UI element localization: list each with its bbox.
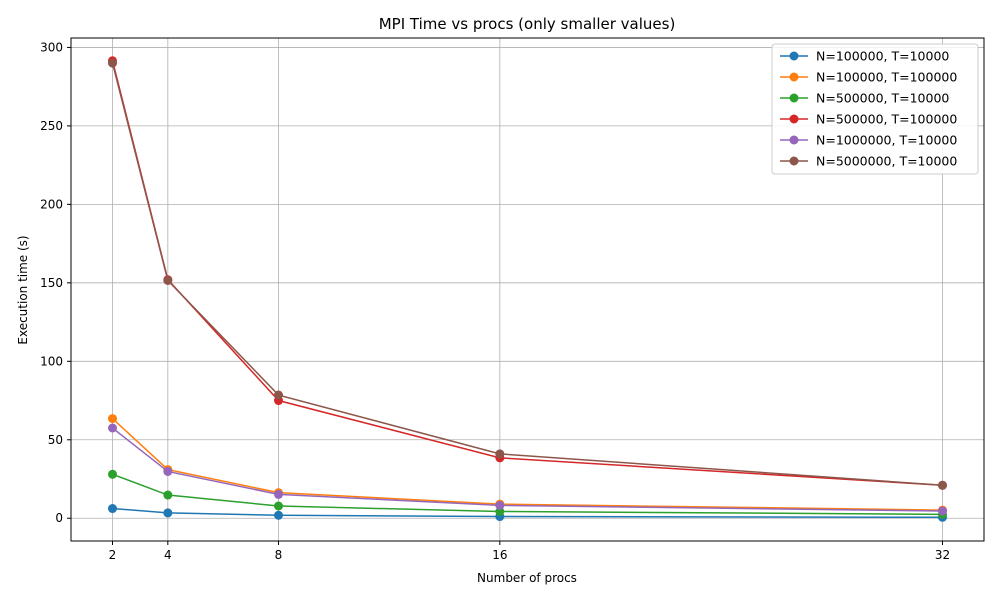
- series-line: [112, 427, 943, 512]
- y-tick-label: 200: [40, 197, 63, 211]
- x-axis-label: Number of procs: [477, 571, 577, 585]
- legend-swatch-marker: [789, 135, 799, 145]
- y-tick-label: 250: [40, 119, 63, 133]
- y-tick-label: 300: [40, 40, 63, 54]
- y-tick-label: 50: [48, 433, 63, 447]
- plot-frame: [70, 37, 985, 542]
- x-tick-label: 16: [492, 548, 507, 562]
- chart-title: MPI Time vs procs (only smaller values): [379, 15, 676, 33]
- y-tick-label: 0: [55, 511, 63, 525]
- y-axis-label: Execution time (s): [16, 235, 30, 344]
- legend-label: N=100000, T=10000: [816, 49, 949, 64]
- legend-swatch-marker: [789, 51, 799, 61]
- series-6: [108, 58, 947, 490]
- legend-swatch-marker: [789, 156, 799, 166]
- data-point: [274, 501, 283, 511]
- legend-label: N=500000, T=100000: [816, 112, 957, 127]
- data-point: [108, 414, 117, 424]
- data-point: [108, 423, 117, 433]
- data-point: [938, 506, 947, 516]
- x-tick-label: 32: [935, 548, 950, 562]
- legend-label: N=5000000, T=10000: [816, 154, 957, 169]
- legend-swatch-marker: [789, 114, 799, 124]
- data-point: [938, 480, 947, 490]
- x-tick-label: 8: [275, 548, 283, 562]
- data-point: [274, 390, 283, 400]
- series-5: [108, 423, 947, 516]
- data-point: [163, 275, 173, 285]
- data-point: [274, 489, 283, 499]
- legend: N=100000, T=10000 N=100000, T=100000 N=500…: [771, 43, 979, 175]
- y-tick-label: 150: [40, 276, 63, 290]
- data-point: [495, 500, 505, 510]
- grid-lines: [71, 38, 984, 541]
- data-point: [163, 508, 173, 518]
- series-2: [108, 414, 947, 515]
- x-axis-ticks: 2 4 8 16 32: [109, 541, 950, 562]
- data-point: [495, 449, 505, 459]
- legend-label: N=1000000, T=10000: [816, 133, 957, 148]
- legend-item: N=500000, T=10000: [780, 91, 949, 106]
- legend-swatch-marker: [789, 72, 799, 82]
- legend-box: [771, 43, 979, 175]
- y-tick-label: 100: [40, 354, 63, 368]
- series-layer: [108, 56, 947, 522]
- data-point: [108, 504, 117, 514]
- legend-item: N=5000000, T=10000: [780, 154, 957, 169]
- legend-item: N=1000000, T=10000: [780, 133, 957, 148]
- legend-item: N=500000, T=100000: [780, 112, 957, 127]
- data-point: [274, 510, 283, 520]
- series-line: [111, 418, 943, 511]
- data-point: [108, 58, 117, 68]
- legend-swatch-marker: [789, 93, 799, 103]
- data-point: [163, 490, 173, 500]
- legend-item: N=100000, T=100000: [780, 70, 957, 85]
- legend-label: N=500000, T=10000: [816, 91, 949, 106]
- y-axis-ticks: 0 50 100 150 200 250 300: [40, 40, 71, 525]
- x-tick-label: 4: [164, 548, 172, 562]
- legend-label: N=100000, T=100000: [816, 70, 957, 85]
- data-point: [108, 469, 117, 479]
- legend-item: N=100000, T=10000: [780, 49, 949, 64]
- x-tick-label: 2: [109, 548, 117, 562]
- data-point: [163, 466, 173, 476]
